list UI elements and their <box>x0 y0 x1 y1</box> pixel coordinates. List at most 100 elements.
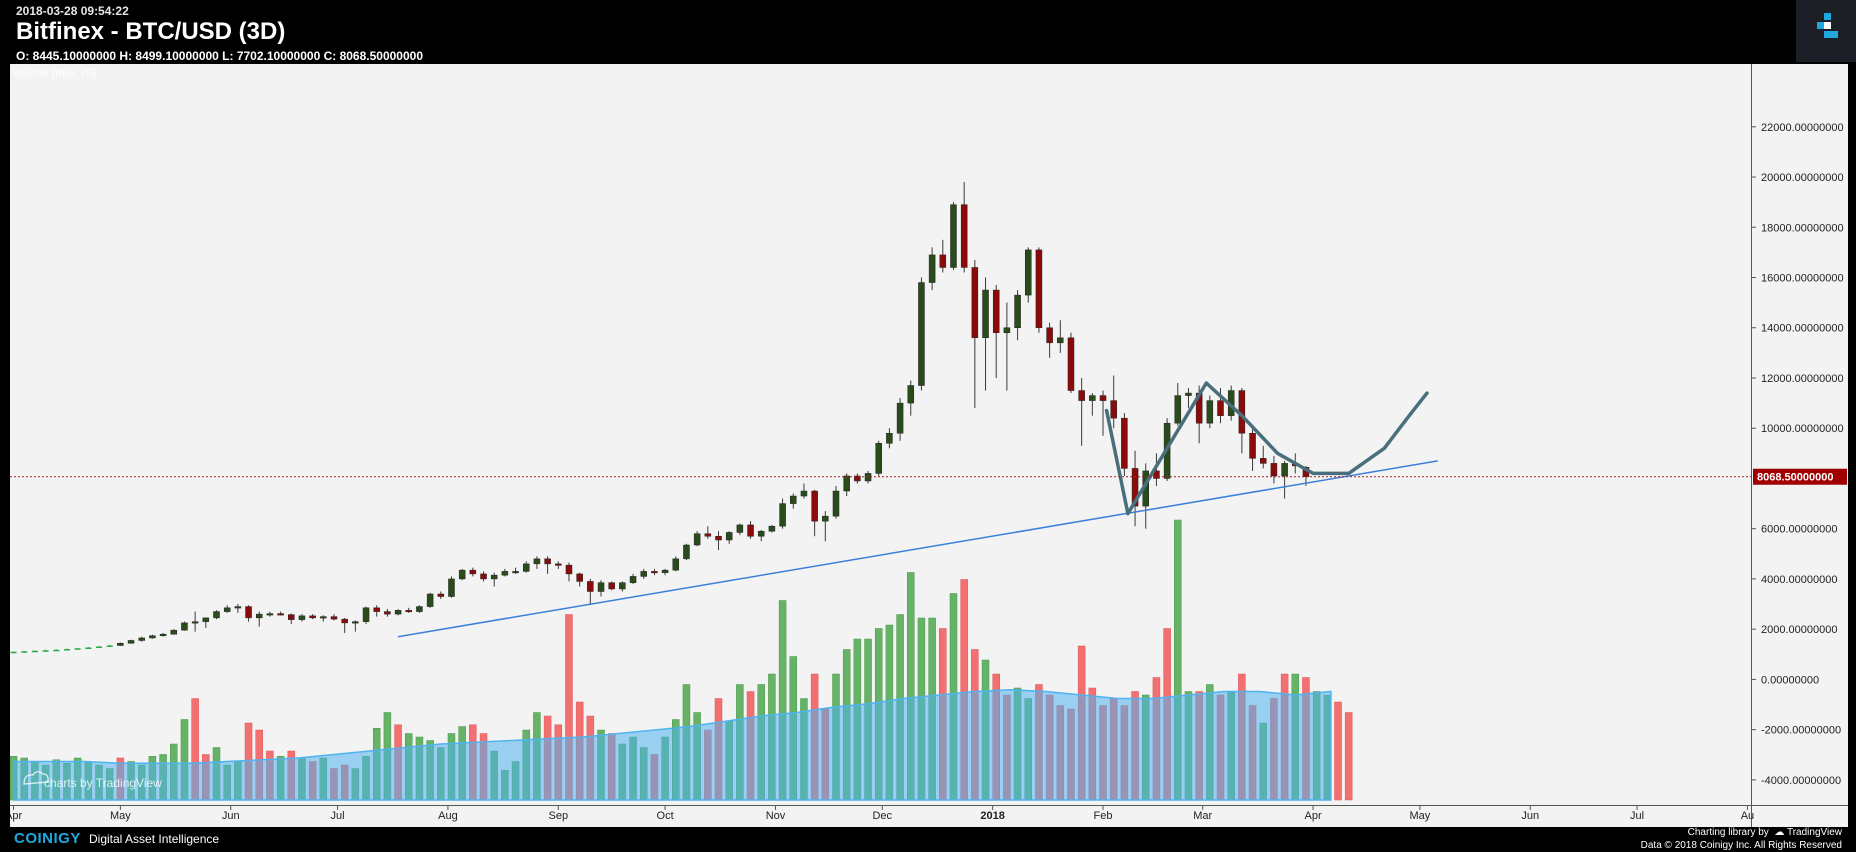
logo-icon <box>1817 13 1838 38</box>
candle-body <box>928 254 936 283</box>
candle-body <box>736 524 744 533</box>
candle-body <box>982 289 989 339</box>
candle-body <box>426 593 434 607</box>
candle-body <box>320 616 327 619</box>
candle-body <box>1153 470 1160 479</box>
candle-body <box>971 267 979 339</box>
candle-body <box>480 573 487 580</box>
y-tick-label: -4000.00000000 <box>1761 775 1841 787</box>
x-tick-label: Dec <box>872 810 892 822</box>
candle-body <box>85 647 92 650</box>
candle-body <box>448 578 455 597</box>
candle-body <box>1110 400 1117 419</box>
candle-body <box>619 582 626 590</box>
y-tick-label: -2000.00000000 <box>1761 725 1841 737</box>
chart-area[interactable]: 22000.00000000 20000.00000000 18000.000000… <box>5 64 1848 827</box>
candle-body <box>458 569 466 580</box>
x-tick-label: Jun <box>222 810 240 822</box>
candle-body <box>747 524 754 537</box>
x-tick-label: May <box>110 810 131 822</box>
candle-body <box>53 649 60 652</box>
candle-body <box>181 622 188 631</box>
y-tick-label: 22000.00000000 <box>1761 122 1844 134</box>
candle-body <box>576 573 583 582</box>
candle-body <box>31 650 38 653</box>
candle-body <box>384 611 391 615</box>
candle-body <box>191 621 199 624</box>
trendline <box>397 460 1438 638</box>
candle-body <box>1174 395 1182 424</box>
candle-body <box>277 613 284 616</box>
cloud-icon: ☁ <box>1774 827 1785 838</box>
candle-body <box>330 616 338 620</box>
candle-body <box>1217 400 1224 416</box>
y-tick-label: 14000.00000000 <box>1761 323 1844 335</box>
tradingview-link[interactable]: TradingView <box>1786 827 1842 838</box>
x-tick-label: Nov <box>766 810 786 822</box>
candle-body <box>522 563 530 572</box>
timestamp: 2018-03-28 09:54:22 <box>16 4 129 18</box>
volume-ma-area <box>12 689 1332 801</box>
y-tick-label: 18000.00000000 <box>1761 222 1844 234</box>
ohlc-readout: O: 8445.10000000 H: 8499.10000000 L: 770… <box>16 49 423 63</box>
x-tick-label: 2018 <box>980 810 1004 822</box>
candle-body <box>416 606 423 612</box>
volume-bar <box>1344 712 1353 801</box>
candle-body <box>1003 327 1011 334</box>
candle-body <box>501 571 509 576</box>
brand-tagline: Digital Asset Intelligence <box>89 832 220 846</box>
y-tick-label: 0.00000000 <box>1761 674 1819 686</box>
candle-body <box>106 645 113 647</box>
candle-body <box>597 582 605 592</box>
candle-body <box>832 490 840 517</box>
charting-library-credit[interactable]: Charting library by ☁ TradingView <box>1688 827 1842 838</box>
x-tick-label: Jul <box>331 810 345 822</box>
x-tick-label: Sep <box>549 810 569 822</box>
x-tick-label: Aug <box>438 810 458 822</box>
x-tick-label: Apr <box>10 810 22 822</box>
candle-body <box>950 204 957 268</box>
candle-body <box>117 642 124 646</box>
chart-header: 2018-03-28 09:54:22 Bitfinex - BTC/USD (… <box>0 0 1856 64</box>
candle-body <box>886 432 893 444</box>
price-chart[interactable]: 22000.00000000 20000.00000000 18000.000000… <box>5 64 1848 827</box>
candle-body <box>811 490 818 522</box>
brand-name: COINIGY <box>14 830 81 847</box>
candle-body <box>159 633 167 636</box>
candle-body <box>683 544 690 560</box>
candle-body <box>822 515 829 522</box>
y-tick-label: 20000.00000000 <box>1761 172 1844 184</box>
candle-body <box>715 535 722 541</box>
candle-body <box>843 475 850 492</box>
candle-body <box>1131 468 1139 507</box>
candle-body <box>790 495 797 504</box>
candle-body <box>1078 390 1085 401</box>
x-tick-label: Au <box>1741 810 1754 822</box>
candle-body <box>1281 463 1288 477</box>
candle-body <box>693 533 701 546</box>
candle-body <box>651 571 658 574</box>
candle-body <box>1185 392 1192 396</box>
volume-bar <box>1334 701 1342 801</box>
x-tick-label: Jul <box>1630 810 1644 822</box>
candle-body <box>42 650 49 652</box>
candle-body <box>149 635 156 639</box>
candle-body <box>223 607 231 612</box>
x-tick-label: Apr <box>1305 810 1322 822</box>
candle-body <box>1067 337 1075 391</box>
x-tick-label: Feb <box>1094 810 1113 822</box>
candle-body <box>544 558 551 565</box>
candle-body <box>469 569 477 575</box>
candle-body <box>234 606 242 609</box>
candle-body <box>373 607 380 612</box>
candle-body <box>255 613 263 619</box>
candle-body <box>512 571 519 574</box>
candle-body <box>800 490 808 497</box>
candle-body <box>1025 249 1032 296</box>
footer-bar: COINIGY Digital Asset Intelligence Chart… <box>0 827 1856 852</box>
volume-study-label: Volume (true, 20) <box>12 67 96 79</box>
candle-body <box>266 613 274 616</box>
y-tick-label: 4000.00000000 <box>1761 574 1837 586</box>
candle-body <box>587 581 594 592</box>
candle-body <box>362 607 370 622</box>
